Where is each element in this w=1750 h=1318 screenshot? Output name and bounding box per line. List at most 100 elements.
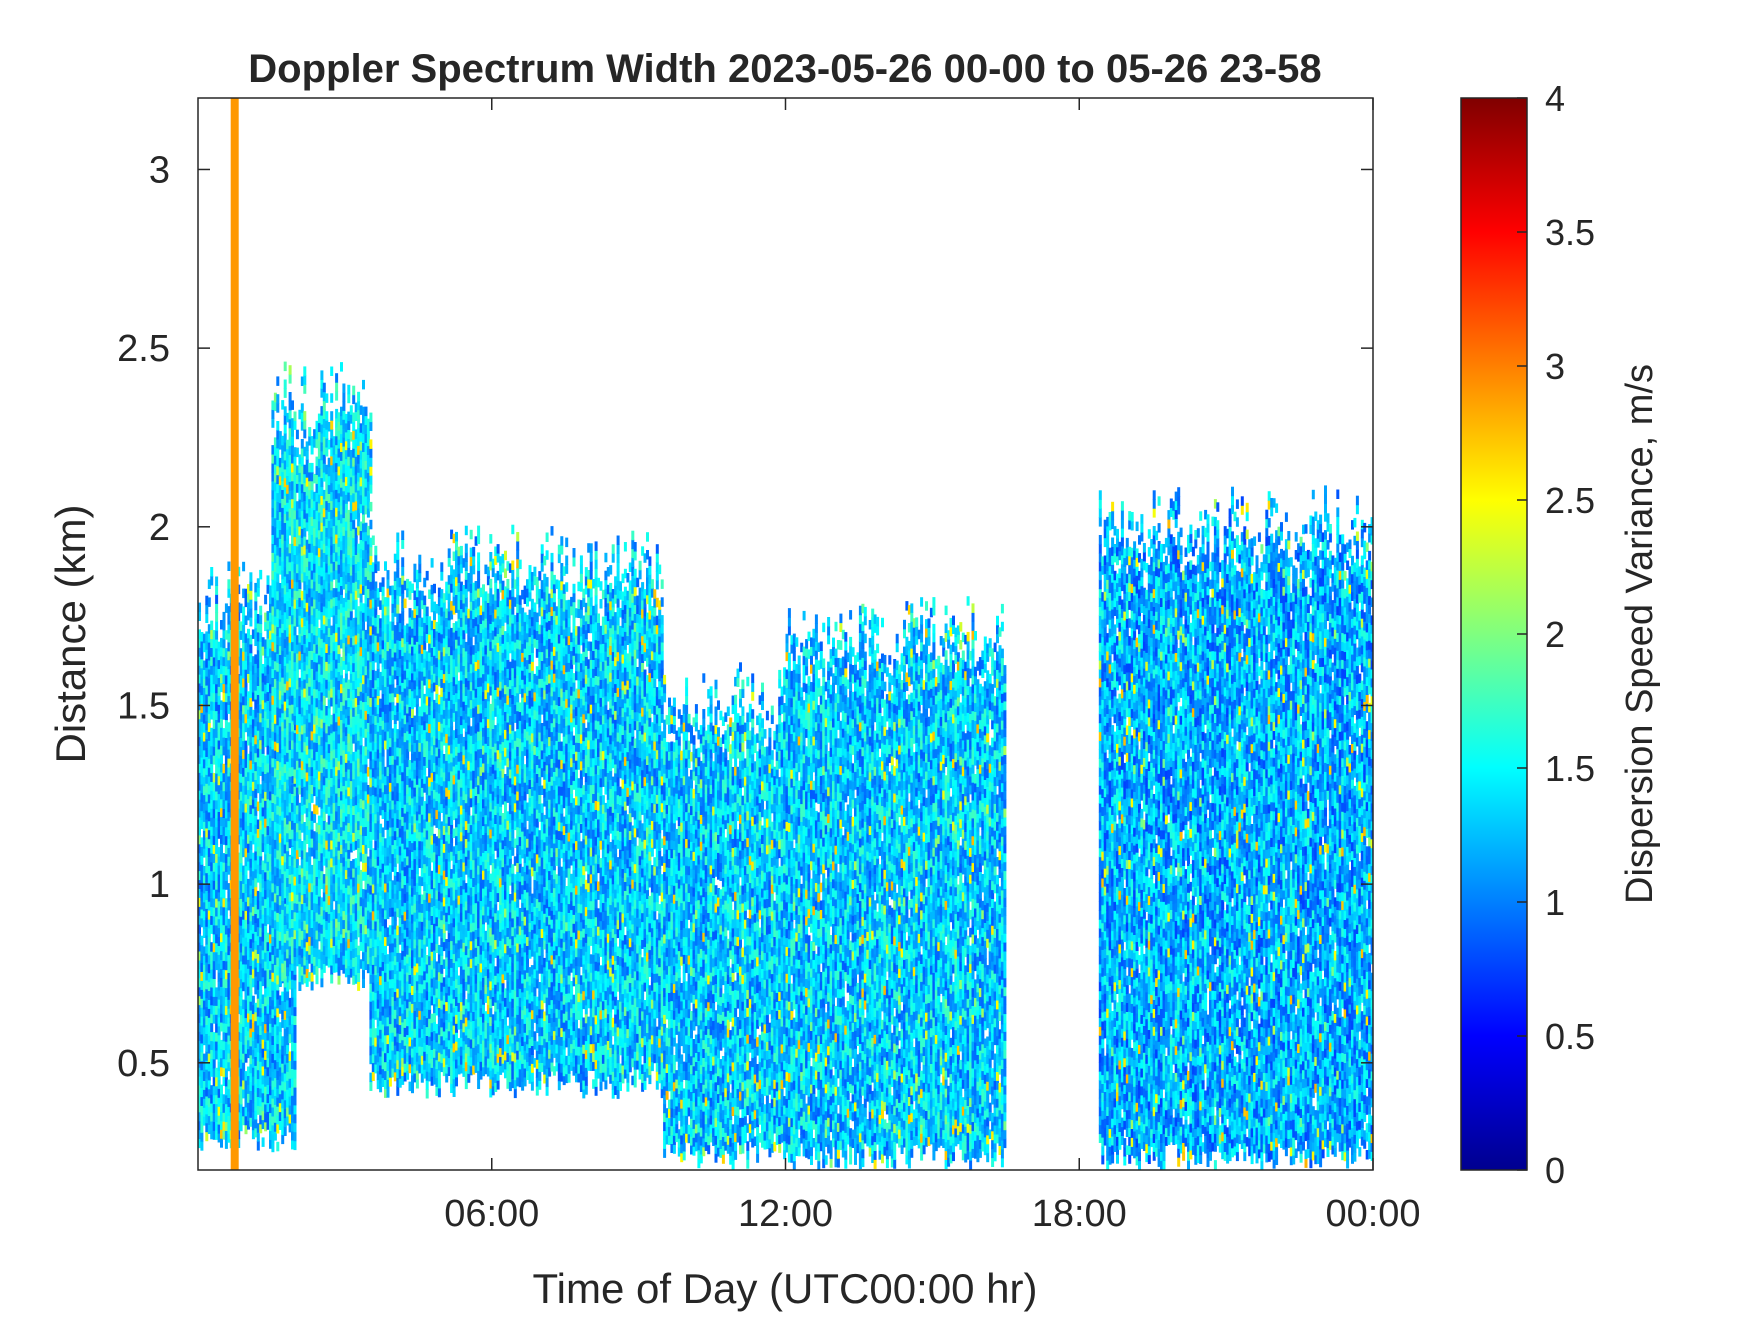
heatmap-cell (311, 981, 314, 991)
heatmap-cell (303, 411, 306, 421)
heatmap-cell (205, 614, 208, 624)
heatmap-cell (335, 382, 338, 392)
heatmap-cell (276, 394, 279, 404)
heatmap-cell (257, 1132, 260, 1142)
heatmap-cell (362, 979, 365, 989)
heatmap-cell (294, 998, 297, 1008)
heatmap-cell (294, 1132, 297, 1142)
heatmap-cell (271, 418, 274, 428)
heatmap-cell (200, 1132, 203, 1142)
heatmap-cell (330, 411, 333, 421)
heatmap-cell (303, 420, 306, 430)
heatmap-cell (215, 621, 218, 631)
heatmap-cell (242, 607, 245, 617)
heatmap-cell (362, 514, 365, 524)
heatmap-cell (365, 407, 368, 417)
heatmap-cell (276, 421, 279, 431)
heatmap-cell (294, 412, 297, 422)
heatmap-cell (257, 578, 260, 588)
heatmap-cell (262, 1137, 265, 1147)
heatmap-cell (294, 1141, 297, 1151)
heatmap-cell (352, 386, 355, 396)
heatmap-cell (210, 1023, 213, 1033)
heatmap-cell (284, 388, 287, 398)
heatmap-cell (284, 978, 287, 988)
heatmap-cell (259, 570, 262, 580)
heatmap-cell (264, 595, 267, 605)
heatmap-cell (330, 367, 333, 377)
heatmap-cell (303, 384, 306, 394)
heatmap-cell (210, 567, 213, 577)
heatmap-cell (369, 413, 372, 423)
heatmap-cell (369, 457, 372, 467)
heatmap-cell (242, 624, 245, 634)
heatmap-cell (215, 577, 218, 587)
heatmap-cell (220, 754, 223, 764)
heatmap-cell (294, 626, 297, 636)
heatmap-cell (369, 466, 372, 476)
heatmap-cell (223, 621, 226, 631)
heatmap-cell (294, 989, 297, 999)
heatmap-cell (215, 630, 218, 640)
heatmap-cell (342, 384, 345, 394)
heatmap-cell (325, 393, 328, 403)
heatmap-cell (294, 1007, 297, 1017)
heatmap-cell (213, 970, 216, 980)
heatmap-cell (276, 403, 279, 413)
heatmap-cell (308, 802, 311, 812)
heatmap-cell (369, 439, 372, 449)
heatmap-cell (291, 400, 294, 410)
heatmap-cell (320, 978, 323, 988)
heatmap-cell (294, 1105, 297, 1115)
heatmap-cell (294, 1096, 297, 1106)
heatmap-cell (294, 1060, 297, 1070)
heatmap-cell (213, 1059, 216, 1069)
heatmap-cell (362, 621, 365, 631)
heatmap-cell (281, 1135, 284, 1145)
heatmap-cell (294, 980, 297, 990)
heatmap-cell (249, 599, 252, 609)
heatmap-cell (342, 392, 345, 402)
heatmap-cell (325, 411, 328, 421)
heatmap-cell (294, 965, 297, 975)
heatmap-cell (347, 394, 350, 404)
heatmap-cell (308, 856, 311, 866)
heatmap-cell (227, 562, 230, 572)
heatmap-cell (330, 393, 333, 403)
heatmap-cell (294, 1033, 297, 1043)
heatmap-cell (254, 601, 257, 611)
heatmap-cell (294, 1051, 297, 1061)
heatmap-cell (372, 536, 375, 546)
heatmap-cell (276, 1142, 279, 1152)
heatmap-cells (198, 98, 1374, 1170)
heatmap-cell (294, 456, 297, 466)
heatmap-cell (289, 374, 292, 384)
heatmap-cell (303, 366, 306, 376)
heatmap-cell (215, 585, 218, 595)
heatmap-cell (308, 427, 311, 437)
heatmap-cell (369, 422, 372, 432)
heatmap-cell (357, 973, 360, 983)
heatmap-cell (294, 420, 297, 430)
heatmap-cell (242, 732, 245, 742)
heatmap-cell (369, 1082, 372, 1092)
heatmap-cell (311, 463, 314, 473)
heatmap-cell (257, 1141, 260, 1151)
heatmap-cell (342, 401, 345, 411)
heatmap-cell (357, 981, 360, 991)
chart-title: Doppler Spectrum Width 2023-05-26 00-00 … (248, 47, 1321, 91)
heatmap-cell (259, 624, 262, 634)
heatmap-cell (303, 429, 306, 439)
heatmap-cell (284, 362, 287, 372)
heatmap-cell (289, 392, 292, 402)
heatmap-cell (271, 1143, 274, 1153)
heatmap-cell (313, 813, 316, 823)
heatmap-cell (340, 362, 343, 372)
heatmap-cell (267, 575, 270, 585)
heatmap-cell (213, 979, 216, 989)
heatmap-cell (330, 420, 333, 430)
heatmap-cell (286, 967, 289, 977)
heatmap-cell (276, 376, 279, 386)
heatmap-cell (294, 1016, 297, 1026)
